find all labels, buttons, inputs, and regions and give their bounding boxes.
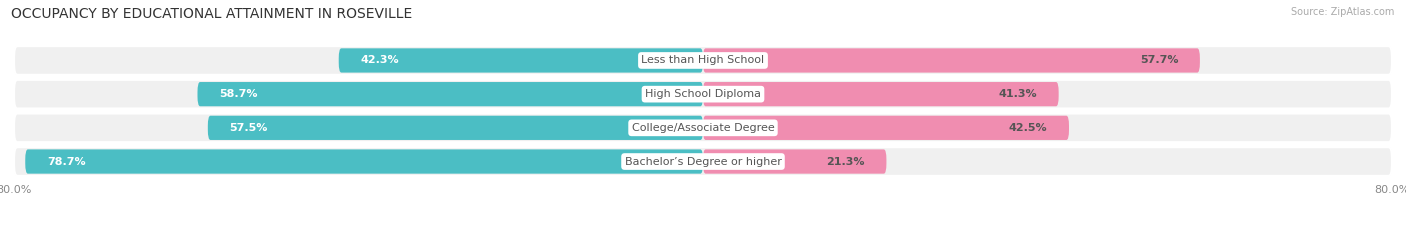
Text: 42.5%: 42.5% [1010, 123, 1047, 133]
FancyBboxPatch shape [703, 116, 1069, 140]
FancyBboxPatch shape [208, 116, 703, 140]
FancyBboxPatch shape [14, 147, 1392, 176]
Text: 41.3%: 41.3% [998, 89, 1038, 99]
FancyBboxPatch shape [339, 48, 703, 73]
FancyBboxPatch shape [14, 113, 1392, 142]
Text: 57.7%: 57.7% [1140, 55, 1178, 65]
FancyBboxPatch shape [14, 46, 1392, 75]
Text: 57.5%: 57.5% [229, 123, 267, 133]
Text: 78.7%: 78.7% [46, 157, 86, 167]
Text: 42.3%: 42.3% [360, 55, 399, 65]
FancyBboxPatch shape [14, 80, 1392, 109]
FancyBboxPatch shape [25, 149, 703, 174]
Text: College/Associate Degree: College/Associate Degree [631, 123, 775, 133]
FancyBboxPatch shape [703, 149, 886, 174]
Text: OCCUPANCY BY EDUCATIONAL ATTAINMENT IN ROSEVILLE: OCCUPANCY BY EDUCATIONAL ATTAINMENT IN R… [11, 7, 412, 21]
FancyBboxPatch shape [703, 48, 1199, 73]
Text: Less than High School: Less than High School [641, 55, 765, 65]
FancyBboxPatch shape [197, 82, 703, 106]
Text: Source: ZipAtlas.com: Source: ZipAtlas.com [1291, 7, 1395, 17]
Text: Bachelor’s Degree or higher: Bachelor’s Degree or higher [624, 157, 782, 167]
Text: 58.7%: 58.7% [219, 89, 257, 99]
FancyBboxPatch shape [703, 82, 1059, 106]
Text: 21.3%: 21.3% [827, 157, 865, 167]
Text: High School Diploma: High School Diploma [645, 89, 761, 99]
